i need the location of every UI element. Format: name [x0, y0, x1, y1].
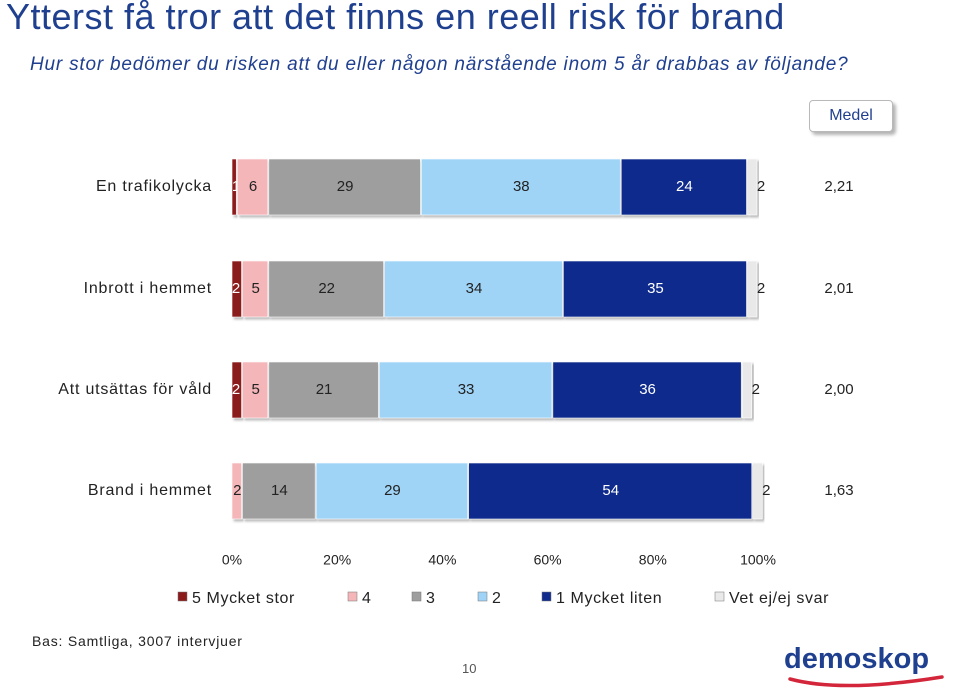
data-label: 5: [251, 381, 259, 398]
logo-wordmark: demoskop: [784, 643, 929, 675]
legend-label: 1 Mycket liten: [556, 590, 662, 607]
bar-segment: [620, 158, 747, 216]
data-label: 36: [639, 381, 656, 398]
data-label: 33: [458, 381, 475, 398]
x-tick-label: 20%: [323, 552, 351, 568]
bar-segment: [315, 462, 468, 520]
legend-label: 4: [362, 590, 372, 607]
data-label: 5: [251, 280, 259, 297]
data-label: 29: [337, 178, 354, 195]
category-label: Brand i hemmet: [88, 482, 212, 499]
medel-label: Medel: [829, 107, 873, 124]
x-tick-label: 0%: [222, 552, 242, 568]
data-label: 6: [249, 178, 257, 195]
data-label: 2: [232, 381, 240, 398]
x-tick-label: 80%: [639, 552, 667, 568]
legend-label: 2: [492, 590, 502, 607]
category-label: Inbrott i hemmet: [84, 280, 212, 297]
bar-segment: [268, 361, 379, 419]
x-tick-label: 40%: [428, 552, 456, 568]
data-label: 35: [647, 280, 664, 297]
base-note: Bas: Samtliga, 3007 intervjuer: [32, 633, 243, 649]
bar-segment: [268, 260, 384, 318]
data-label: 2: [232, 280, 240, 297]
x-tick-label: 60%: [534, 552, 562, 568]
data-label: 2: [233, 482, 241, 499]
demoskop-logo: demoskop: [784, 643, 944, 688]
bar-segment: [384, 260, 563, 318]
legend-swatch: [541, 591, 552, 602]
data-label: 2: [762, 482, 770, 499]
data-label: 38: [513, 178, 530, 195]
data-label: 29: [384, 482, 401, 499]
data-label: 34: [466, 280, 483, 297]
bar-segment: [242, 361, 269, 419]
data-label: 21: [316, 381, 333, 398]
bar-segment: [242, 462, 316, 520]
legend-label: 3: [426, 590, 436, 607]
legend-label: 5 Mycket stor: [192, 590, 295, 607]
bar-segment: [231, 462, 242, 520]
average-value: 2,21: [824, 178, 853, 195]
legend-swatch: [411, 591, 422, 602]
bar-segment: [231, 260, 242, 318]
bar-segment: [378, 361, 553, 419]
category-label: En trafikolycka: [96, 178, 212, 195]
data-label: 1: [232, 178, 240, 195]
average-value: 2,00: [824, 381, 853, 398]
data-label: 22: [318, 280, 335, 297]
bar-segment: [747, 158, 758, 216]
data-label: 14: [271, 482, 288, 499]
data-label: 2: [757, 178, 765, 195]
data-label: 2: [752, 381, 760, 398]
data-label: 2: [757, 280, 765, 297]
bar-segment: [563, 260, 747, 318]
bar-segment: [236, 158, 269, 216]
x-tick-label: 100%: [740, 552, 776, 568]
bar-segment: [741, 361, 753, 419]
bar-segment: [552, 361, 742, 419]
bar-segment: [268, 158, 421, 216]
page-title: Ytterst få tror att det finns en reell r…: [6, 0, 785, 37]
bar-segment: [421, 158, 621, 216]
page-number: 10: [462, 661, 477, 676]
bar-segment: [242, 260, 269, 318]
bar-segment: [752, 462, 763, 520]
bar-segment: [231, 361, 242, 419]
average-value: 2,01: [824, 280, 853, 297]
bar-segment: [747, 260, 758, 318]
page-subtitle: Hur stor bedömer du risken att du eller …: [30, 54, 849, 75]
data-label: 24: [676, 178, 693, 195]
legend-swatch: [347, 591, 358, 602]
legend-swatch: [477, 591, 488, 602]
legend-label: Vet ej/ej svar: [729, 590, 829, 607]
medel-header-box: Medel: [809, 100, 893, 132]
legend-swatch: [714, 591, 725, 602]
bar-segment: [468, 462, 753, 520]
average-value: 1,63: [824, 482, 853, 499]
category-label: Att utsättas för våld: [58, 380, 212, 398]
legend-swatch: [177, 591, 188, 602]
data-label: 54: [602, 482, 619, 499]
bar-segment: [231, 158, 237, 216]
